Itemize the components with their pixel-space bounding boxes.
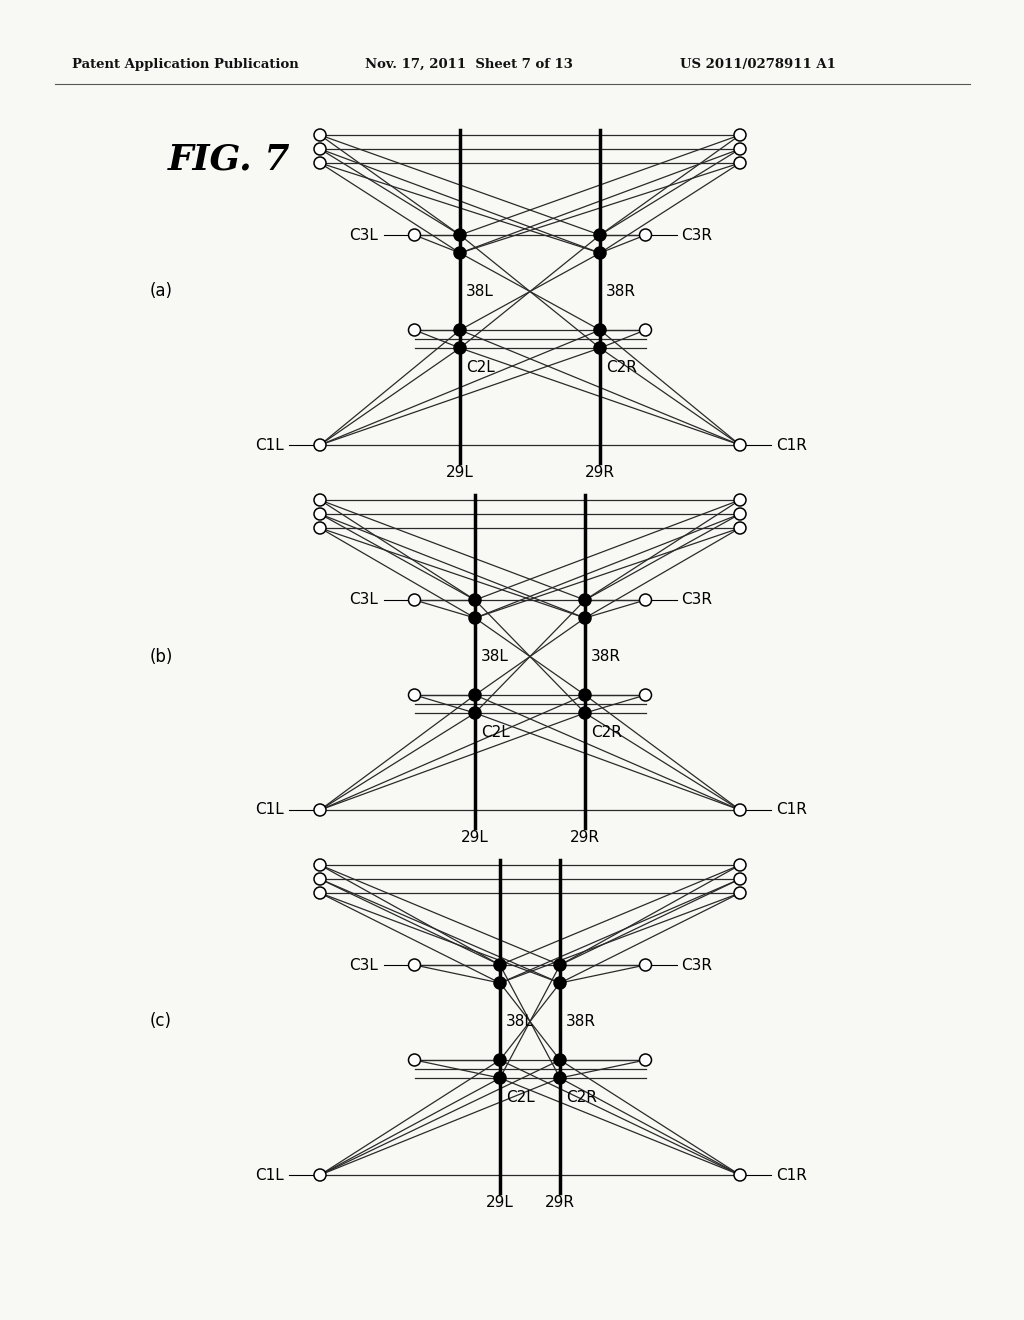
Circle shape <box>640 594 651 606</box>
Text: C2R: C2R <box>606 360 637 375</box>
Circle shape <box>494 1072 506 1084</box>
Circle shape <box>314 887 326 899</box>
Circle shape <box>579 689 591 701</box>
Circle shape <box>734 508 746 520</box>
Circle shape <box>734 494 746 506</box>
Circle shape <box>314 804 326 816</box>
Circle shape <box>469 708 481 719</box>
Circle shape <box>409 323 421 337</box>
Circle shape <box>314 859 326 871</box>
Text: Patent Application Publication: Patent Application Publication <box>72 58 299 71</box>
Circle shape <box>734 859 746 871</box>
Circle shape <box>494 1053 506 1067</box>
Circle shape <box>734 129 746 141</box>
Text: 29R: 29R <box>570 830 600 845</box>
Text: 29R: 29R <box>585 465 615 480</box>
Circle shape <box>314 157 326 169</box>
Text: FIG. 7: FIG. 7 <box>168 143 291 177</box>
Circle shape <box>454 228 466 242</box>
Circle shape <box>640 323 651 337</box>
Text: C1R: C1R <box>776 803 807 817</box>
Text: C3R: C3R <box>682 227 713 243</box>
Circle shape <box>579 708 591 719</box>
Text: 38R: 38R <box>591 649 621 664</box>
Circle shape <box>454 323 466 337</box>
Circle shape <box>314 508 326 520</box>
Text: C1R: C1R <box>776 437 807 453</box>
Circle shape <box>734 440 746 451</box>
Circle shape <box>734 873 746 884</box>
Circle shape <box>579 594 591 606</box>
Circle shape <box>554 960 566 972</box>
Text: C1L: C1L <box>255 803 284 817</box>
Circle shape <box>640 1053 651 1067</box>
Circle shape <box>409 689 421 701</box>
Circle shape <box>594 228 606 242</box>
Text: C2L: C2L <box>506 1090 535 1105</box>
Text: C2L: C2L <box>481 725 510 741</box>
Text: 38R: 38R <box>566 1014 596 1030</box>
Circle shape <box>469 612 481 624</box>
Circle shape <box>494 960 506 972</box>
Text: C3L: C3L <box>349 227 379 243</box>
Text: C3L: C3L <box>349 957 379 973</box>
Circle shape <box>314 143 326 154</box>
Circle shape <box>409 594 421 606</box>
Circle shape <box>409 960 421 972</box>
Text: 29L: 29L <box>486 1195 514 1210</box>
Text: C3L: C3L <box>349 593 379 607</box>
Circle shape <box>314 873 326 884</box>
Circle shape <box>494 977 506 989</box>
Text: 38L: 38L <box>481 649 509 664</box>
Circle shape <box>734 521 746 535</box>
Circle shape <box>314 494 326 506</box>
Circle shape <box>734 887 746 899</box>
Circle shape <box>734 1170 746 1181</box>
Circle shape <box>554 1072 566 1084</box>
Text: 38L: 38L <box>506 1014 534 1030</box>
Text: 29L: 29L <box>446 465 474 480</box>
Text: (a): (a) <box>150 282 173 301</box>
Text: 29R: 29R <box>545 1195 575 1210</box>
Text: 38L: 38L <box>466 284 494 300</box>
Circle shape <box>554 977 566 989</box>
Circle shape <box>594 323 606 337</box>
Circle shape <box>734 143 746 154</box>
Text: C1R: C1R <box>776 1167 807 1183</box>
Text: C1L: C1L <box>255 437 284 453</box>
Text: Nov. 17, 2011  Sheet 7 of 13: Nov. 17, 2011 Sheet 7 of 13 <box>365 58 572 71</box>
Circle shape <box>594 247 606 259</box>
Circle shape <box>734 804 746 816</box>
Circle shape <box>469 594 481 606</box>
Text: 29L: 29L <box>461 830 488 845</box>
Text: C2R: C2R <box>566 1090 597 1105</box>
Text: C2R: C2R <box>591 725 622 741</box>
Circle shape <box>469 689 481 701</box>
Text: C1L: C1L <box>255 1167 284 1183</box>
Circle shape <box>454 342 466 354</box>
Text: C3R: C3R <box>682 957 713 973</box>
Circle shape <box>640 689 651 701</box>
Text: (b): (b) <box>150 648 173 665</box>
Circle shape <box>640 228 651 242</box>
Circle shape <box>314 440 326 451</box>
Circle shape <box>579 612 591 624</box>
Circle shape <box>409 1053 421 1067</box>
Text: C2L: C2L <box>466 360 495 375</box>
Circle shape <box>314 521 326 535</box>
Text: (c): (c) <box>150 1012 172 1031</box>
Circle shape <box>314 129 326 141</box>
Text: 38R: 38R <box>606 284 636 300</box>
Circle shape <box>594 342 606 354</box>
Circle shape <box>554 1053 566 1067</box>
Circle shape <box>454 247 466 259</box>
Text: C3R: C3R <box>682 593 713 607</box>
Circle shape <box>314 1170 326 1181</box>
Text: US 2011/0278911 A1: US 2011/0278911 A1 <box>680 58 836 71</box>
Circle shape <box>640 960 651 972</box>
Circle shape <box>409 228 421 242</box>
Circle shape <box>734 157 746 169</box>
